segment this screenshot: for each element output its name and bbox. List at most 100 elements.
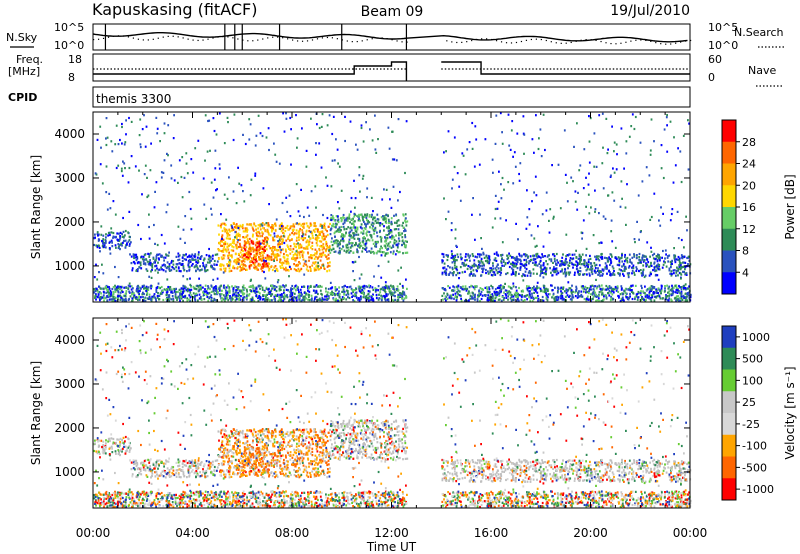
power-cell — [303, 273, 306, 276]
power-cell — [375, 151, 378, 154]
power-cell — [335, 230, 338, 233]
power-cell — [99, 299, 101, 302]
power-cell — [126, 242, 128, 245]
power-cell — [592, 288, 595, 291]
power-cell — [316, 266, 319, 270]
power-cell — [613, 288, 616, 291]
power-cell — [337, 219, 339, 222]
power-cell — [564, 173, 567, 176]
power-cell — [349, 227, 352, 230]
power-cell — [220, 284, 223, 287]
power-cell — [453, 257, 455, 260]
power-cell — [492, 267, 495, 270]
power-cell — [317, 298, 320, 301]
power-cell — [512, 264, 515, 267]
power-cell — [219, 285, 222, 288]
power-cell — [104, 241, 107, 244]
power-cell — [459, 199, 462, 202]
power-cell — [576, 270, 579, 273]
power-cell — [333, 232, 336, 235]
power-cell — [650, 246, 652, 249]
power-cell — [109, 207, 112, 210]
power-cell — [283, 285, 286, 288]
power-cell — [204, 269, 207, 272]
power-cell — [321, 226, 324, 229]
power-cell — [262, 227, 264, 230]
power-cell — [121, 233, 123, 236]
power-cell — [641, 274, 643, 277]
power-cell — [626, 183, 628, 186]
power-cell — [362, 247, 364, 250]
power-cell — [364, 213, 366, 216]
power-cell — [605, 267, 608, 270]
power-cell — [389, 198, 391, 201]
power-cell — [199, 295, 202, 299]
power-cell — [543, 286, 545, 289]
power-cell — [590, 206, 592, 209]
power-cell — [128, 235, 131, 238]
power-cell — [168, 267, 171, 270]
power-cell — [551, 289, 554, 292]
power-cell — [360, 291, 363, 294]
power-cell — [592, 234, 595, 237]
power-cell — [254, 174, 257, 177]
power-cell — [647, 261, 650, 264]
power-cell — [241, 292, 244, 295]
power-cell — [235, 298, 238, 301]
power-cell — [110, 239, 113, 242]
power-cell — [521, 293, 523, 297]
power-cell — [155, 116, 158, 119]
power-cell — [257, 235, 259, 238]
power-cell — [545, 296, 548, 299]
power-cell — [163, 132, 166, 135]
power-cell — [392, 245, 395, 248]
power-cell — [281, 248, 284, 251]
power-cell — [397, 237, 400, 240]
power-cell — [477, 294, 479, 297]
power-cell — [257, 224, 260, 227]
power-cell — [219, 263, 222, 266]
power-cell — [328, 269, 331, 272]
power-cell — [265, 248, 268, 251]
power-cell — [367, 238, 369, 241]
power-cell — [279, 227, 281, 230]
power-cell — [349, 246, 352, 249]
power-cell — [339, 230, 341, 233]
power-cell — [108, 298, 111, 301]
power-cell — [255, 290, 258, 293]
power-cell — [492, 295, 494, 298]
power-cell — [468, 292, 471, 295]
power-cell — [224, 299, 226, 302]
power-cell — [308, 290, 311, 293]
power-cell — [274, 297, 276, 301]
power-cell — [226, 297, 229, 300]
power-cell — [99, 287, 102, 290]
power-cell — [635, 257, 638, 260]
power-cell — [588, 272, 591, 275]
power-cell — [633, 127, 636, 131]
power-cell — [474, 255, 477, 258]
power-cell — [255, 294, 258, 298]
power-cell — [257, 268, 260, 271]
power-cell — [237, 291, 240, 294]
power-cell — [447, 130, 450, 133]
power-cell — [147, 288, 150, 291]
power-cell — [579, 266, 582, 269]
power-cell — [380, 287, 383, 290]
power-cell — [343, 290, 346, 293]
power-cell — [269, 292, 272, 295]
power-cell — [482, 288, 484, 291]
power-cell — [645, 255, 647, 258]
power-cell — [548, 231, 551, 234]
power-cell — [358, 174, 361, 177]
power-cell — [657, 287, 660, 290]
power-cell — [390, 246, 393, 249]
power-cell — [352, 251, 355, 254]
power-cell — [331, 224, 333, 227]
power-cell — [651, 254, 654, 257]
power-cell — [275, 257, 278, 260]
power-cell — [137, 268, 139, 271]
power-cell — [186, 270, 188, 273]
power-cell — [385, 252, 388, 255]
